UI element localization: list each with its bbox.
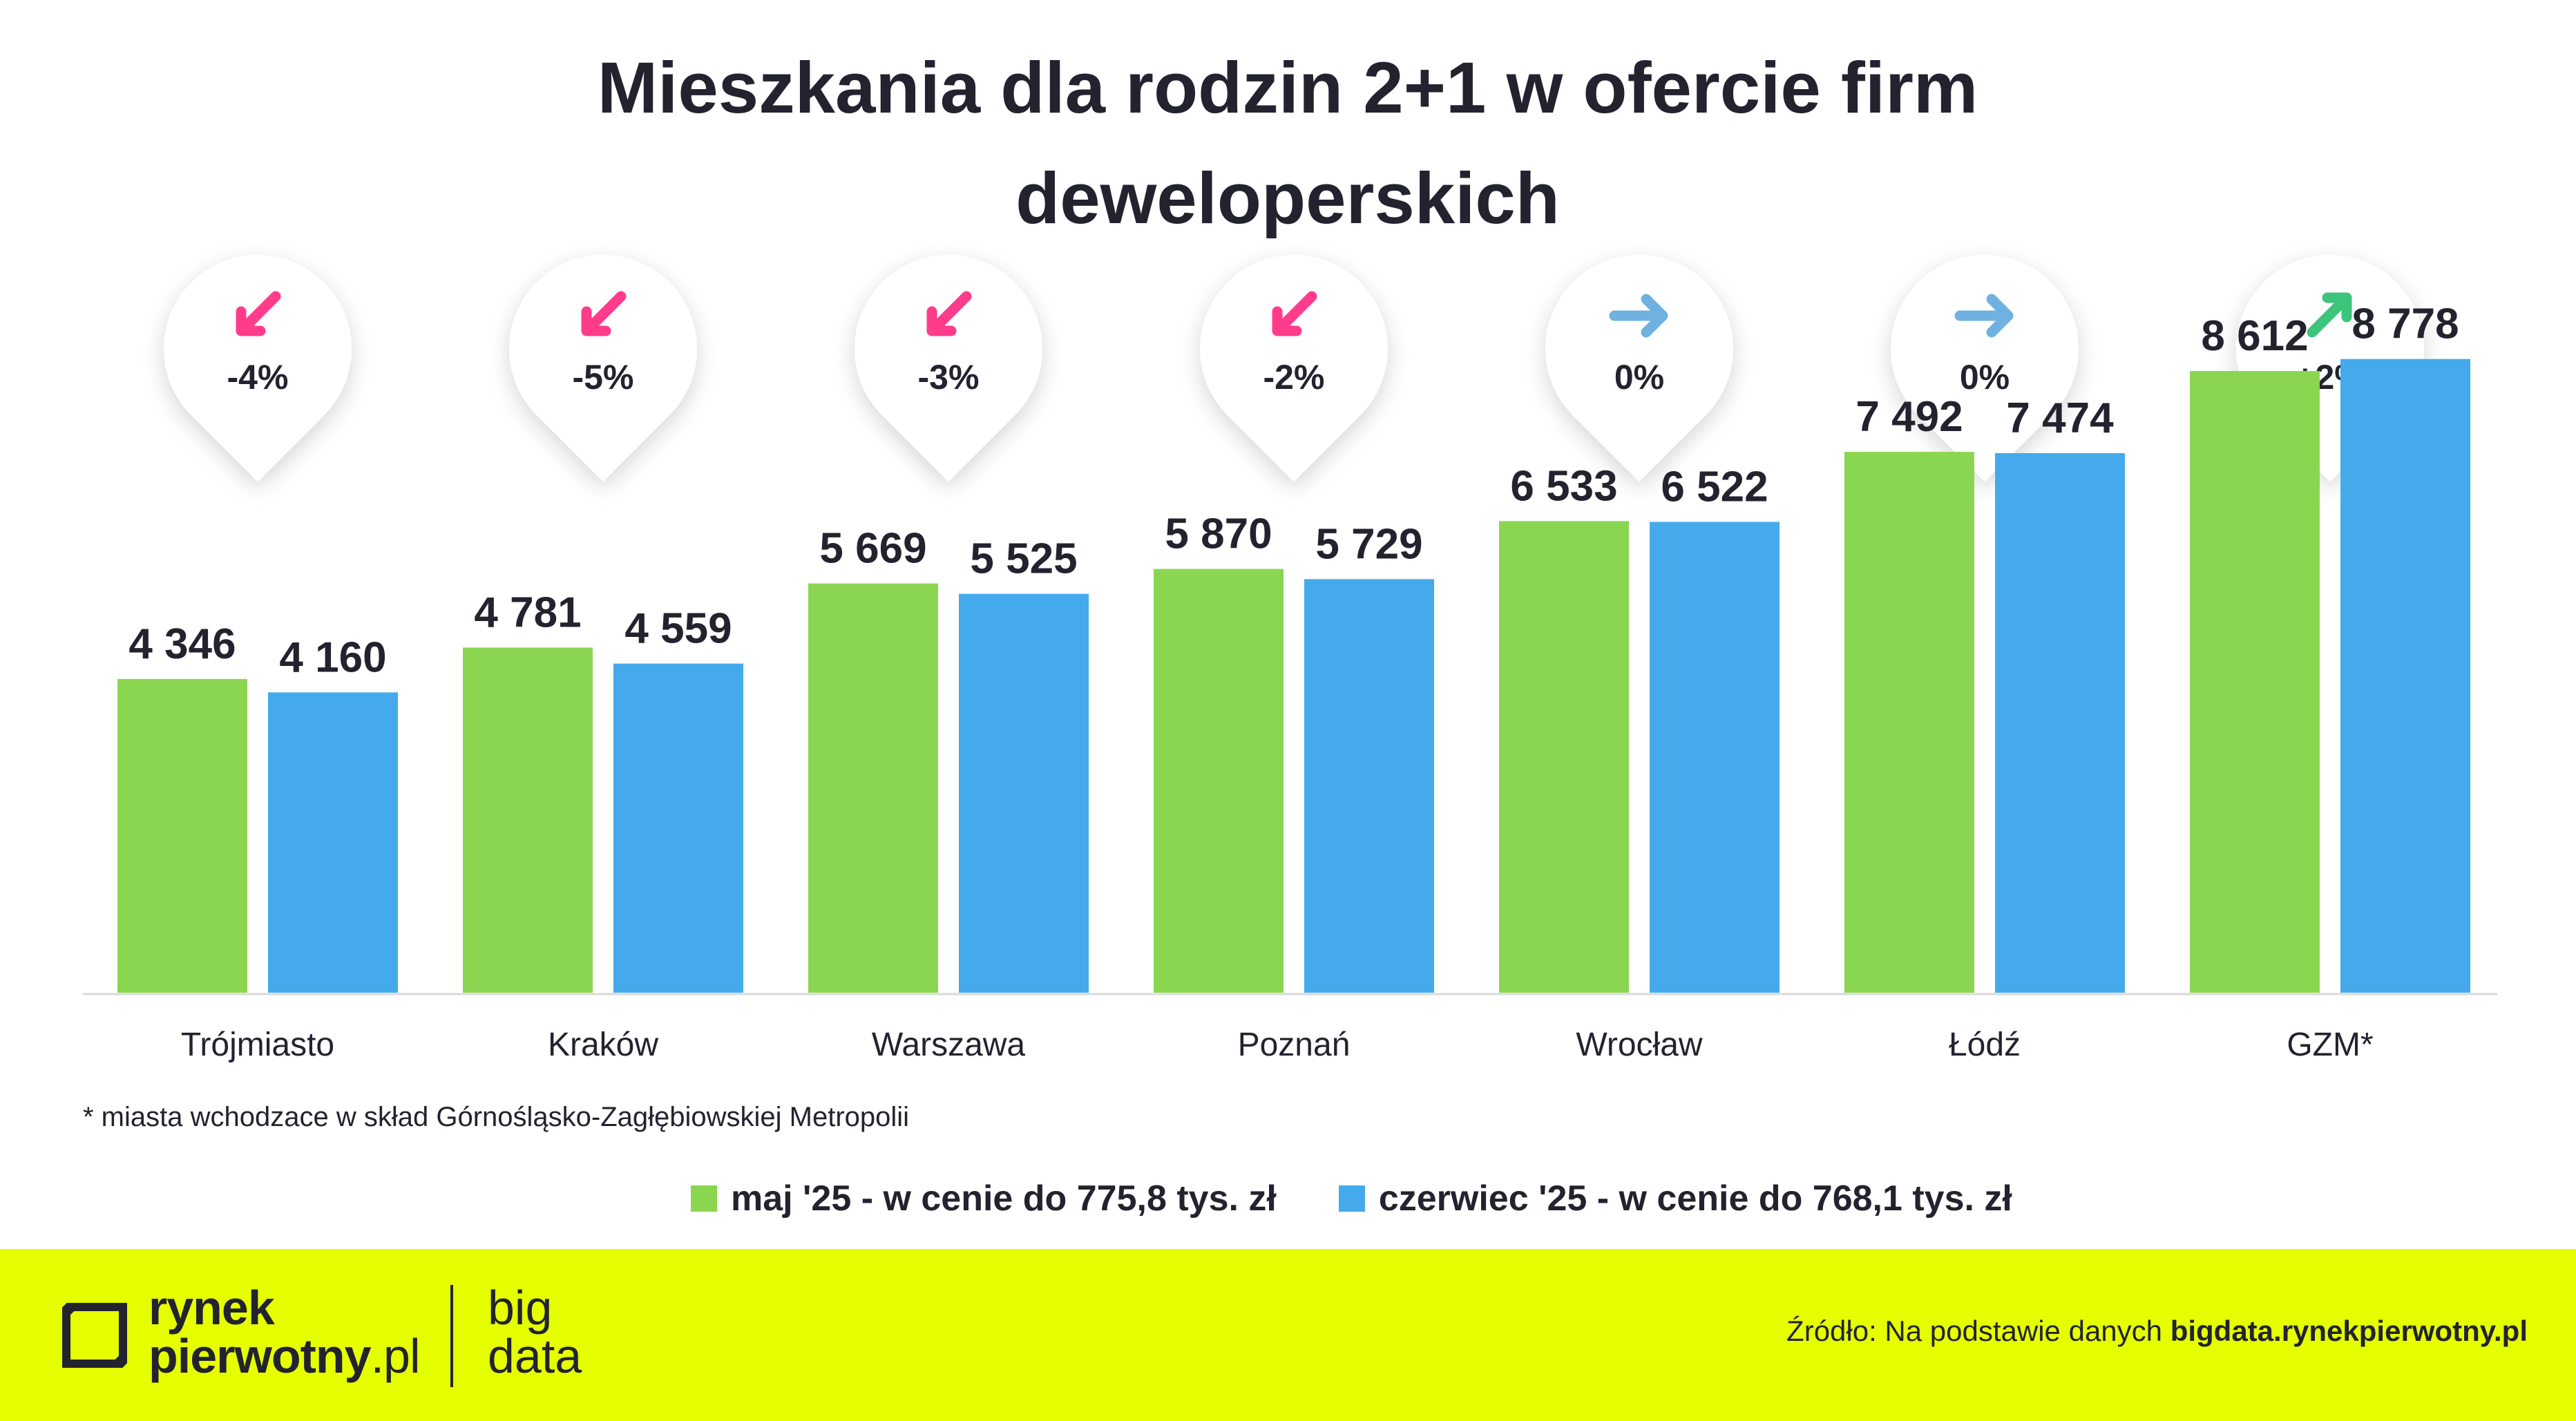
arrow-down-left-icon-0 — [236, 291, 281, 336]
change-label-2: -3% — [918, 358, 980, 397]
rynekpierwotny-logo-text: rynek pierwotny.pl — [149, 1281, 421, 1383]
bubble-shape-3 — [1200, 254, 1388, 482]
arrow-right-icon-5 — [1954, 294, 2014, 338]
logo-pierwotny: pierwotny — [149, 1329, 372, 1383]
value-label-may-0: 4 346 — [128, 620, 236, 668]
value-label-june-1: 4 559 — [624, 605, 732, 653]
value-label-june-4: 6 522 — [1661, 463, 1768, 511]
bar-june-5 — [1995, 452, 2125, 993]
legend-swatch-june — [1338, 1185, 1365, 1212]
bar-may-5 — [1844, 452, 1974, 993]
change-bubble-5: 0% — [1891, 254, 2079, 482]
value-label-june-2: 5 525 — [970, 535, 1077, 583]
legend-label-may: maj '25 - w cenie do 775,8 tys. zł — [731, 1179, 1277, 1219]
value-label-may-4: 6 533 — [1510, 462, 1617, 510]
legend-swatch-may — [691, 1185, 717, 1212]
chart-title: Mieszkania dla rodzin 2+1 w ofercie firm… — [597, 48, 1978, 239]
bubble-shape-5 — [1891, 254, 2079, 482]
legend-label-june: czerwiec '25 - w cenie do 768,1 tys. zł — [1378, 1179, 2012, 1219]
category-label-2: Warszawa — [872, 1027, 1026, 1063]
value-label-june-5: 7 474 — [2006, 394, 2114, 442]
change-bubble-4: 0% — [1545, 254, 1734, 482]
category-label-5: Łódź — [1949, 1027, 2021, 1063]
source-link: bigdata.rynekpierwotny.pl — [2170, 1315, 2528, 1347]
bigdata-logo-text: big data — [488, 1284, 582, 1380]
bar-june-1 — [613, 663, 743, 993]
arrow-right-icon-4 — [1609, 294, 1668, 338]
footnote: * miasta wchodzace w skład Górnośląsko-Z… — [83, 1102, 910, 1132]
bar-june-4 — [1650, 522, 1780, 993]
arrow-down-left-icon-3 — [1272, 291, 1317, 336]
category-label-0: Trójmiasto — [181, 1027, 334, 1063]
logo-line-big: big — [488, 1281, 553, 1335]
change-bubble-2: -3% — [855, 254, 1043, 482]
value-label-may-1: 4 781 — [474, 589, 581, 636]
value-label-may-3: 5 870 — [1165, 511, 1272, 558]
source-prefix: Źródło: Na podstawie danych — [1786, 1315, 2170, 1347]
category-label-4: Wrocław — [1576, 1027, 1702, 1063]
change-bubble-3: -2% — [1200, 254, 1388, 482]
value-label-may-2: 5 669 — [819, 525, 926, 573]
value-label-june-0: 4 160 — [279, 633, 386, 681]
bar-june-6 — [2340, 359, 2470, 993]
arrow-down-left-icon-1 — [581, 291, 627, 336]
arrow-up-right-icon-6 — [2307, 292, 2352, 338]
change-bubble-1: -5% — [509, 254, 698, 482]
logo-line-rynek: rynek — [149, 1281, 275, 1335]
legend-item-june: czerwiec '25 - w cenie do 768,1 tys. zł — [1338, 1178, 2012, 1219]
logo-line-data: data — [488, 1329, 582, 1383]
bar-may-4 — [1499, 521, 1629, 993]
change-label-0: -4% — [227, 358, 289, 397]
value-label-june-6: 8 778 — [2351, 301, 2459, 348]
source-note: Źródło: Na podstawie danych bigdata.ryne… — [1786, 1315, 2528, 1348]
bar-may-3 — [1154, 569, 1284, 993]
change-label-1: -5% — [573, 358, 634, 397]
bar-may-6 — [2190, 371, 2320, 993]
value-label-may-6: 8 612 — [2201, 312, 2308, 360]
change-bubble-0: -4% — [164, 254, 352, 482]
bubble-shape-1 — [509, 254, 698, 482]
bar-may-1 — [463, 647, 593, 993]
change-label-4: 0% — [1614, 358, 1664, 397]
bar-june-3 — [1304, 579, 1434, 993]
logo-pl: .pl — [370, 1329, 421, 1383]
bubble-shape-2 — [855, 254, 1043, 482]
value-label-june-3: 5 729 — [1315, 520, 1422, 568]
bubble-shape-0 — [164, 254, 352, 482]
value-label-may-5: 7 492 — [1855, 393, 1963, 441]
category-label-3: Poznań — [1238, 1027, 1351, 1063]
legend: maj '25 - w cenie do 775,8 tys. zł czerw… — [691, 1174, 2074, 1223]
footer-bar: rynek pierwotny.pl big data Źródło: Na p… — [0, 1249, 2576, 1421]
bar-may-0 — [117, 678, 247, 993]
logo-divider — [450, 1285, 453, 1387]
category-label-6: GZM* — [2287, 1027, 2373, 1063]
bar-may-2 — [808, 583, 938, 993]
bar-june-0 — [268, 692, 398, 993]
category-label-1: Kraków — [548, 1027, 658, 1063]
change-label-3: -2% — [1263, 358, 1325, 397]
arrow-down-left-icon-2 — [926, 291, 972, 336]
legend-item-may: maj '25 - w cenie do 775,8 tys. zł — [691, 1178, 1277, 1219]
rynekpierwotny-logo-icon — [62, 1303, 127, 1368]
logo-line-pierwotny: pierwotny.pl — [149, 1329, 421, 1383]
change-label-5: 0% — [1960, 358, 2010, 397]
bar-june-2 — [959, 593, 1089, 993]
bubble-shape-4 — [1545, 254, 1734, 482]
